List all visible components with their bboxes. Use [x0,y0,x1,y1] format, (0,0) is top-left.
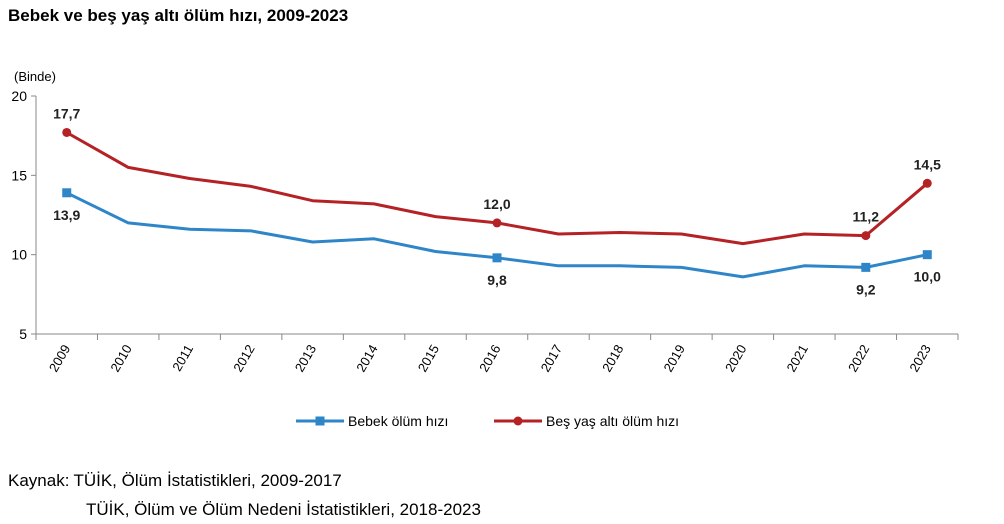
x-tick-label: 2009 [46,342,73,375]
x-tick-label: 2020 [722,342,749,375]
source-label: Kaynak: [8,471,70,490]
data-label: 9,2 [856,281,876,297]
source-line-2: TÜİK, Ölüm ve Ölüm Nedeni İstatistikleri… [86,500,481,519]
data-point-marker [922,178,932,188]
source-text-1: TÜİK, Ölüm İstatistikleri, 2009-2017 [73,471,342,490]
data-label: 11,2 [853,209,880,225]
data-point-marker [492,218,502,228]
data-point-marker [861,231,871,241]
series-layer: 13,9 9,8 9,2 10,0 17,7 12,0 11,2 14,5 [53,105,941,297]
x-tick-label: 2011 [169,342,196,374]
x-tick-label: 2023 [906,342,933,375]
x-tick-label: 2019 [661,342,688,375]
legend-marker [315,416,325,426]
x-tick-label: 2010 [107,342,134,375]
axes: 5 10 15 20 2009 2010 2011 2012 2013 2014 2015 2016 2… [11,88,959,375]
legend-marker [513,416,523,426]
data-label: 14,5 [914,156,941,172]
data-point-marker [492,253,502,263]
data-point-marker [861,262,871,272]
source-line-1: Kaynak: TÜİK, Ölüm İstatistikleri, 2009-2… [8,471,342,491]
y-tick-label: 15 [11,167,27,183]
y-tick-label: 20 [11,88,27,104]
y-tick-label: 5 [19,326,27,342]
legend-label: Bebek ölüm hızı [348,413,448,429]
data-point-marker [62,127,72,137]
x-tick-label: 2017 [538,342,565,375]
data-point-marker [922,250,932,260]
x-tick-label: 2015 [415,342,442,375]
x-tick-label: 2014 [353,342,380,375]
data-label: 13,9 [53,207,80,223]
x-tick-label: 2013 [292,342,319,375]
y-tick-label: 10 [11,247,27,263]
x-tick-label: 2016 [476,342,503,375]
data-label: 10,0 [914,269,941,285]
line-chart: (Binde) 5 10 15 20 2009 2010 2011 2012 2013 2014 2… [11,69,959,429]
x-tick-label: 2022 [845,342,872,375]
legend-label: Beş yaş altı ölüm hızı [546,413,679,429]
data-label: 9,8 [487,272,507,288]
x-tick-label: 2018 [599,342,626,375]
legend: Bebek ölüm hızı Beş yaş altı ölüm hızı [296,413,679,429]
data-point-marker [62,188,72,198]
data-label: 12,0 [483,196,510,212]
x-tick-label: 2021 [783,342,810,375]
x-tick-label: 2012 [230,342,257,375]
chart-title: Bebek ve beş yaş altı ölüm hızı, 2009-20… [8,6,349,25]
y-unit-label: (Binde) [14,69,56,84]
data-label: 17,7 [53,105,80,121]
